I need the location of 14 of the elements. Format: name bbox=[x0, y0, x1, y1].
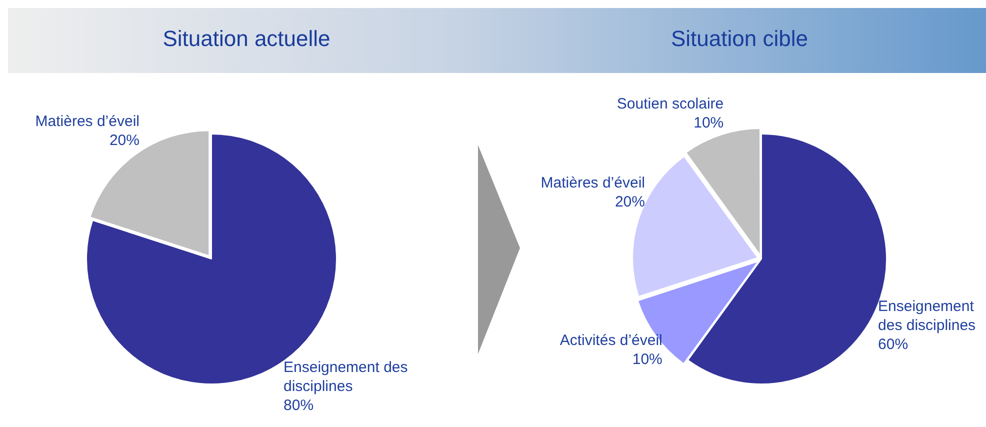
slice-label: Matières d’éveil bbox=[35, 113, 140, 130]
slice-label: Enseignement des disciplines bbox=[878, 298, 976, 334]
slice-label: Activités d’éveil bbox=[560, 332, 662, 350]
data-label: 10% bbox=[632, 351, 662, 368]
slice-label: Soutien scolaire bbox=[616, 96, 724, 113]
data-label: 20% bbox=[109, 132, 140, 150]
chart-title: Situation cible bbox=[670, 25, 809, 53]
data-label: 10% bbox=[694, 114, 724, 132]
data-label: 20% bbox=[614, 193, 645, 210]
slice-label: Enseignement des disciplines bbox=[284, 359, 408, 396]
data-label: 60% bbox=[878, 336, 908, 353]
slice-label: Matières d’éveil bbox=[540, 174, 645, 192]
chart-title: Situation actuelle bbox=[162, 25, 332, 53]
data-label: 80% bbox=[284, 397, 314, 414]
